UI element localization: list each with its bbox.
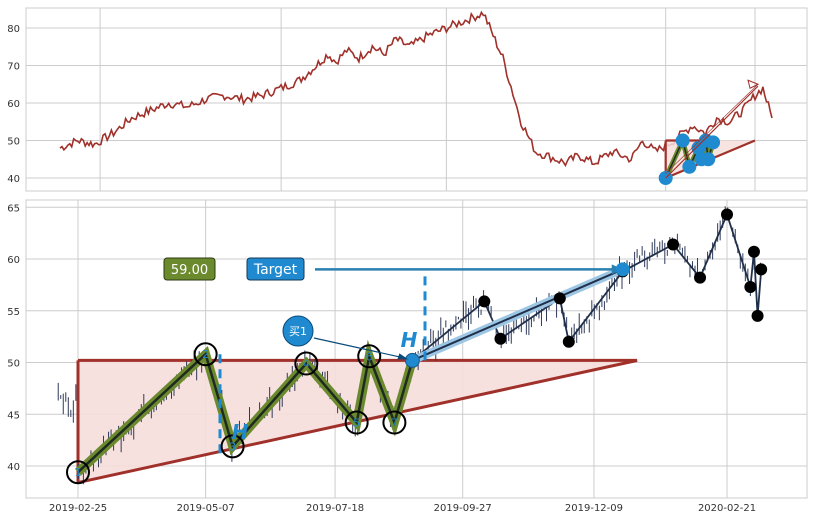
overview-swing-marker [682,159,697,174]
overview-price-series [59,10,773,168]
main-x-tick-label: 2019-07-18 [306,503,364,514]
buy-label: 买1 [289,325,307,338]
post-breakout-swing-dot [744,280,757,293]
overview-target-arrow [665,85,759,179]
swing-point-circle [193,342,218,367]
overview-y-ticks: 40 50 60 70 80 [7,24,20,185]
post-breakout-swing-dot [478,295,491,308]
overview-swing-marker [701,152,716,167]
swing-point-circle [66,460,90,485]
overview-swing-marker [675,133,690,148]
post-breakout-swing-dot [721,208,733,221]
overview-y-tick-label: 70 [7,62,20,73]
breakout-line [411,268,624,362]
overview-y-tick-label: 50 [7,137,20,148]
post-breakout-swing-dot [667,238,680,251]
overview-swing-marker [706,135,721,150]
height-label: H [232,420,249,444]
post-breakout-swing-dot [494,332,507,345]
breakout-marker [404,352,420,368]
swing-point-label: 4 [303,358,310,371]
main-plot-area [57,206,768,485]
target-badge: Target [246,257,305,281]
post-breakout-swing-dot [553,292,566,305]
target-label: Target [253,262,298,278]
main-annotations: 1 2 3 4 5 6 7 H H 59.00 Target 买1 [66,257,418,485]
main-x-tick-label: 2019-02-25 [49,503,107,514]
overview-y-tick-label: 80 [7,24,20,35]
main-y-tick-label: 55 [7,307,20,318]
main-y-ticks: 40 45 50 55 60 65 [7,203,20,473]
main-x-tick-label: 2019-12-09 [565,503,623,514]
price-label: 59.00 [171,263,208,278]
buy-callout-line [313,337,407,360]
projected-height-label: H [401,328,418,352]
swing-point-label: 5 [353,417,360,430]
main-y-tick-label: 50 [7,359,20,370]
overview-y-tick-label: 60 [7,99,20,110]
post-breakout-swing-dot [747,245,760,258]
post-breakout-swing-dot [694,271,707,284]
overview-plot-area [59,10,773,185]
price-badge: 59.00 [163,257,216,281]
buy-callout-arrowhead [397,353,409,360]
swing-point-label: 2 [202,348,209,361]
main-x-ticks: 2019-02-25 2019-05-07 2019-07-18 2019-09-27… [49,503,756,514]
overview-y-tick-label: 40 [7,174,20,185]
swing-point-circle [357,344,382,369]
main-y-tick-label: 65 [7,203,20,214]
main-y-tick-label: 60 [7,255,20,266]
post-breakout-swing-dot [562,335,575,348]
main-x-tick-label: 2020-02-21 [698,503,756,514]
post-breakout-swing-dot [751,309,764,322]
buy-marker [282,315,314,347]
swing-point-label: 7 [391,417,398,430]
swing-point-circle [344,410,369,435]
swing-point-label: 6 [366,350,373,363]
post-breakout-swing-dot [755,263,768,276]
main-y-tick-label: 40 [7,462,20,473]
price-badge-box [163,257,216,281]
main-x-tick-label: 2019-05-07 [177,503,235,514]
main-y-tick-label: 45 [7,410,20,421]
swing-point-circle [382,410,407,435]
target-badge-box [246,257,305,281]
swing-point-circle [220,434,245,459]
overview-target-arrowhead [747,79,760,89]
overview-target-arrow-edge [665,84,759,174]
main-x-tick-label: 2019-09-27 [434,503,492,514]
swing-point-label: 1 [75,466,82,479]
target-marker [615,262,630,277]
swing-point-label: 3 [229,440,236,453]
swing-point-circle [294,351,319,376]
